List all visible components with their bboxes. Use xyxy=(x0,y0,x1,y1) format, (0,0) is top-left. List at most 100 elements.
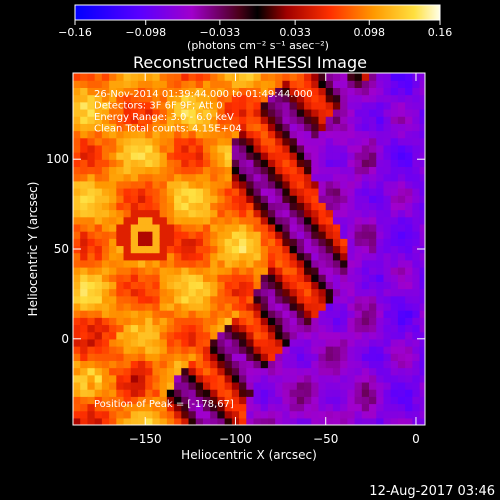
heatmap-cell xyxy=(289,259,298,268)
heatmap-cell xyxy=(116,266,125,275)
heatmap-cell xyxy=(202,324,211,333)
heatmap-cell xyxy=(181,137,190,146)
heatmap-cell xyxy=(231,187,240,196)
heatmap-cell xyxy=(325,144,334,153)
heatmap-cell xyxy=(94,317,103,326)
heatmap-cell xyxy=(73,216,81,225)
heatmap-cell xyxy=(369,231,377,239)
heatmap-cell xyxy=(369,80,377,88)
heatmap-cell xyxy=(137,259,146,268)
heatmap-cell xyxy=(87,324,96,333)
heatmap-cell xyxy=(181,238,190,247)
heatmap-cell xyxy=(369,360,377,369)
heatmap-cell xyxy=(347,173,356,182)
heatmap-cell xyxy=(123,338,132,347)
heatmap-cell xyxy=(181,417,190,425)
heatmap-cell xyxy=(289,266,298,275)
heatmap-cell xyxy=(405,137,413,146)
heatmap-cell xyxy=(159,173,168,182)
heatmap-cell xyxy=(246,180,255,189)
heatmap-cell xyxy=(412,216,421,225)
heatmap-cell xyxy=(260,94,269,103)
heatmap-cell xyxy=(340,288,348,297)
heatmap-cell xyxy=(354,209,363,218)
heatmap-cell xyxy=(73,274,81,282)
heatmap-cell xyxy=(296,295,305,304)
heatmap-cell xyxy=(419,223,425,232)
heatmap-cell xyxy=(188,231,197,239)
heatmap-cell xyxy=(116,324,125,333)
heatmap-cell xyxy=(246,345,255,354)
heatmap-cell xyxy=(275,159,283,168)
heatmap-cell xyxy=(376,389,385,397)
heatmap-cell xyxy=(347,410,356,419)
heatmap-cell xyxy=(369,173,377,182)
heatmap-cell xyxy=(325,266,334,275)
heatmap-cell xyxy=(383,324,392,333)
heatmap-cell xyxy=(152,281,161,290)
heatmap-cell xyxy=(224,144,233,153)
heatmap-cell xyxy=(210,202,219,211)
heatmap-cell xyxy=(224,223,233,232)
heatmap-cell xyxy=(354,410,363,419)
heatmap-cell xyxy=(332,166,341,175)
heatmap-cell xyxy=(188,295,197,304)
heatmap-cell xyxy=(325,396,334,405)
heatmap-cell xyxy=(332,367,341,376)
heatmap-cell xyxy=(87,338,96,347)
heatmap-cell xyxy=(282,374,291,383)
heatmap-cell xyxy=(130,94,139,103)
heatmap-cell xyxy=(260,238,269,247)
heatmap-cell xyxy=(383,209,392,218)
heatmap-cell xyxy=(397,259,406,268)
heatmap-cell xyxy=(369,274,377,282)
heatmap-cell xyxy=(376,288,385,297)
heatmap-cell xyxy=(174,403,182,412)
heatmap-cell xyxy=(376,360,385,369)
heatmap-cell xyxy=(101,331,110,340)
heatmap-cell xyxy=(174,195,182,203)
heatmap-cell xyxy=(369,238,377,247)
heatmap-cell xyxy=(267,288,276,297)
heatmap-cell xyxy=(332,202,341,211)
heatmap-cell xyxy=(376,259,385,268)
heatmap-cell xyxy=(137,173,146,182)
heatmap-cell xyxy=(405,173,413,182)
heatmap-cell xyxy=(137,216,146,225)
heatmap-cell xyxy=(275,195,283,203)
heatmap-cell xyxy=(116,281,125,290)
heatmap-cell xyxy=(325,417,334,425)
heatmap-cell xyxy=(159,295,168,304)
colorbar-tick-label: 0.098 xyxy=(354,26,386,39)
heatmap-cell xyxy=(80,173,89,182)
heatmap-cell xyxy=(94,130,103,139)
heatmap-cell xyxy=(202,345,211,354)
heatmap-cell xyxy=(260,403,269,412)
heatmap-cell xyxy=(87,231,96,239)
heatmap-cell xyxy=(130,259,139,268)
heatmap-cell xyxy=(246,288,255,297)
heatmap-cell xyxy=(419,123,425,132)
heatmap-cell xyxy=(282,245,291,254)
heatmap-cell xyxy=(304,195,312,203)
heatmap-cell xyxy=(354,101,363,110)
heatmap-cell xyxy=(361,302,370,311)
heatmap-cell xyxy=(289,80,298,88)
heatmap-cell xyxy=(224,137,233,146)
heatmap-cell xyxy=(137,417,146,425)
heatmap-cell xyxy=(275,180,283,189)
heatmap-cell xyxy=(202,245,211,254)
heatmap-cell xyxy=(145,209,154,218)
heatmap-cell xyxy=(397,338,406,347)
heatmap-cell xyxy=(195,353,204,361)
heatmap-cell xyxy=(332,73,341,81)
heatmap-cell xyxy=(419,159,425,168)
heatmap-cell xyxy=(275,396,283,405)
heatmap-cell xyxy=(419,80,425,88)
heatmap-cell xyxy=(123,259,132,268)
heatmap-cell xyxy=(332,231,341,239)
heatmap-cell xyxy=(101,266,110,275)
heatmap-cell xyxy=(282,166,291,175)
heatmap-cell xyxy=(231,137,240,146)
heatmap-cell xyxy=(101,288,110,297)
